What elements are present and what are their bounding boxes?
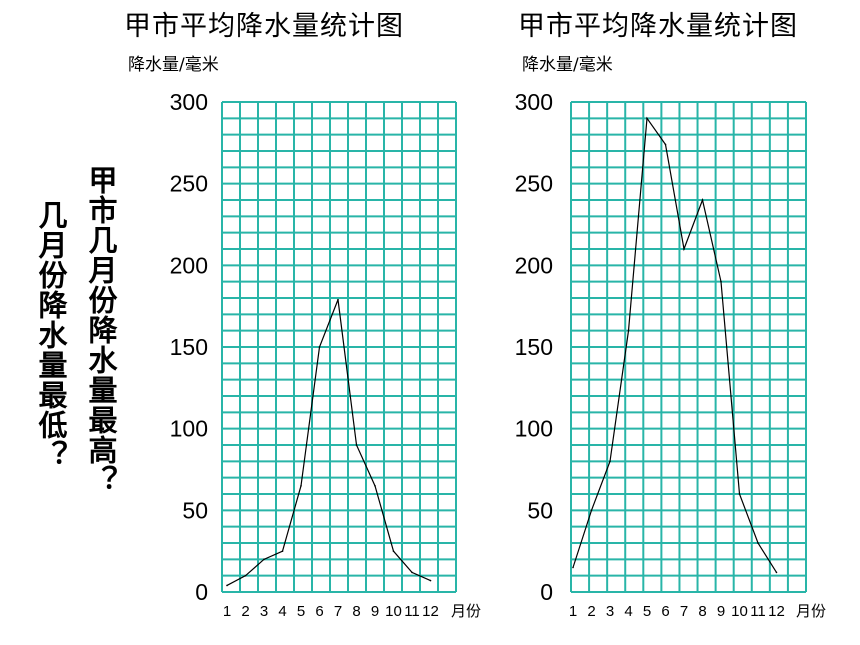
- data-point: [720, 280, 722, 283]
- data-point: [590, 509, 593, 512]
- x-tick-label: 4: [624, 603, 632, 620]
- x-tick-label: 11: [750, 603, 766, 620]
- x-tick-label: 4: [278, 603, 286, 620]
- x-tick-label: 5: [643, 603, 651, 620]
- data-point: [429, 579, 432, 582]
- x-axis-unit-label: 月份: [451, 602, 481, 620]
- y-tick-label: 50: [527, 497, 553, 523]
- x-tick-label: 5: [297, 603, 305, 620]
- y-tick-label: 150: [515, 334, 553, 360]
- x-tick-label: 7: [680, 603, 688, 620]
- data-point: [664, 143, 667, 146]
- x-tick-label: 3: [606, 603, 614, 620]
- data-point: [263, 558, 265, 561]
- x-tick-label: 6: [661, 603, 669, 620]
- data-point: [627, 329, 630, 332]
- data-point: [683, 248, 685, 250]
- y-tick-label: 300: [515, 89, 553, 115]
- series-line: [226, 299, 431, 586]
- data-point: [701, 199, 704, 201]
- question-highest-month: 甲市几月份降水量最高？: [84, 165, 118, 495]
- data-point: [392, 550, 395, 552]
- x-tick-label: 10: [731, 603, 748, 620]
- x-tick-label: 12: [422, 603, 439, 620]
- x-tick-label: 2: [241, 603, 249, 620]
- data-point: [355, 444, 358, 446]
- y-axis-label-right: 降水量/毫米: [522, 55, 613, 75]
- x-axis-unit-label: 月份: [796, 602, 826, 620]
- chart-title-left: 甲市平均降水量统计图: [124, 11, 404, 42]
- series-line: [572, 116, 778, 573]
- data-point: [411, 571, 413, 574]
- y-tick-label: 150: [170, 334, 208, 360]
- y-tick-label: 200: [515, 252, 553, 278]
- x-tick-label: 1: [569, 603, 577, 620]
- y-tick-label: 200: [170, 252, 208, 278]
- data-point: [646, 117, 648, 120]
- x-tick-label: 1: [223, 603, 231, 620]
- data-point: [300, 485, 302, 487]
- y-tick-label: 250: [170, 171, 208, 197]
- data-point: [318, 346, 321, 348]
- y-tick-label: 0: [540, 579, 553, 605]
- data-point: [757, 542, 759, 544]
- x-tick-label: 3: [260, 603, 268, 620]
- y-tick-label: 100: [515, 416, 553, 442]
- y-axis-label-left: 降水量/毫米: [128, 55, 219, 75]
- data-point: [738, 493, 741, 495]
- x-tick-label: 6: [315, 603, 323, 620]
- x-tick-label: 9: [717, 603, 725, 620]
- x-tick-label: 9: [371, 603, 379, 620]
- data-point: [572, 566, 574, 569]
- data-point: [281, 550, 284, 552]
- y-tick-label: 300: [170, 89, 208, 115]
- y-tick-label: 100: [170, 416, 208, 442]
- chart-title-right: 甲市平均降水量统计图: [518, 11, 798, 42]
- question-lowest-month: 几月份降水量最低？: [34, 200, 68, 470]
- data-point: [226, 584, 228, 587]
- data-point: [775, 571, 778, 574]
- x-tick-label: 2: [587, 603, 595, 620]
- x-tick-label: 7: [334, 603, 342, 620]
- data-point: [609, 460, 611, 463]
- data-point: [337, 298, 339, 301]
- x-tick-label: 12: [768, 603, 785, 620]
- y-tick-label: 0: [195, 579, 208, 605]
- data-point: [374, 485, 376, 487]
- x-tick-label: 11: [404, 603, 420, 620]
- y-tick-label: 250: [515, 171, 553, 197]
- x-tick-label: 8: [698, 603, 706, 620]
- x-tick-label: 10: [385, 603, 402, 620]
- y-tick-label: 50: [182, 497, 208, 523]
- x-tick-label: 8: [352, 603, 360, 620]
- data-point: [244, 574, 247, 577]
